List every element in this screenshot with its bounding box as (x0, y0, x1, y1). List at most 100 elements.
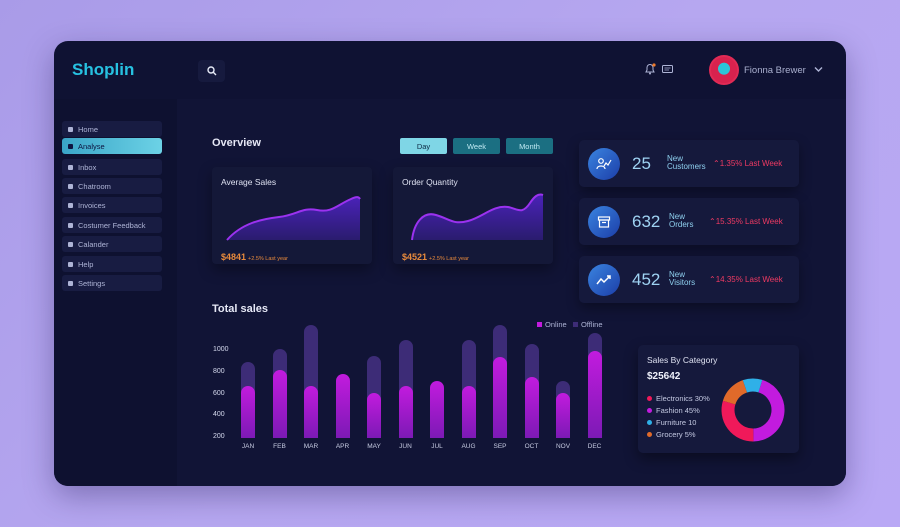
category-item-grocery: Grocery 5% (647, 430, 696, 439)
sidebar-item-help[interactable]: Help (62, 256, 162, 272)
legend-offline: Offline (572, 320, 603, 329)
sidebar (54, 99, 177, 486)
x-tick-label: OCT (524, 443, 539, 450)
x-tick-label: JUN (399, 443, 412, 450)
sidebar-item-feedback[interactable]: Costumer Feedback (62, 217, 162, 233)
stat-value: 632 (632, 212, 661, 231)
orders-box-icon (588, 206, 620, 238)
bar-online[interactable] (398, 385, 413, 438)
category-donut-chart (721, 378, 785, 442)
sparkline-chart (411, 193, 544, 241)
card-title: Average Sales (221, 177, 277, 187)
search-button[interactable] (198, 60, 225, 82)
x-tick-label: DEC (587, 443, 602, 450)
sidebar-item-home[interactable]: Home (62, 121, 162, 137)
order-quantity-card[interactable]: Order Quantity $4521 +2.5% Last year (393, 167, 553, 264)
card-value-number: $4841 (221, 252, 247, 262)
stat-delta-text: 1.35% Last Week (719, 159, 783, 168)
sidebar-item-invoices[interactable]: Invoices (62, 197, 162, 213)
avatar[interactable] (709, 55, 739, 85)
card-delta: +2.5% Last year (429, 256, 469, 262)
category-item-electronics: Electronics 30% (647, 394, 710, 403)
y-tick-label: 1000 (213, 346, 229, 353)
card-title: Order Quantity (402, 177, 458, 187)
notification-bell-icon[interactable] (644, 63, 656, 75)
donut-slice[interactable] (721, 400, 754, 442)
total-sales-title: Total sales (212, 303, 269, 315)
x-tick-label: JAN (241, 443, 255, 450)
chevron-down-icon[interactable] (814, 66, 823, 73)
feedback-icon (68, 222, 73, 228)
help-icon (68, 261, 73, 267)
range-week-button[interactable]: Week (453, 138, 500, 154)
bar-online[interactable] (556, 393, 570, 438)
y-tick-label: 200 (213, 433, 225, 440)
username[interactable]: Fionna Brewer (744, 65, 806, 76)
y-tick-label: 600 (213, 389, 225, 397)
x-tick-label: MAY (367, 443, 381, 450)
y-tick-label: 800 (213, 367, 225, 375)
range-month-button[interactable]: Month (506, 138, 553, 154)
card-delta: +2.5% Last year (248, 256, 288, 262)
sidebar-item-label: Settings (78, 278, 106, 288)
sidebar-item-calendar[interactable]: Calander (62, 236, 162, 252)
inbox-icon (68, 164, 73, 170)
card-value: $4521 +2.5% Last year (402, 252, 469, 262)
sidebar-item-label: Inbox (78, 162, 97, 172)
category-label: Furniture 10 (656, 418, 697, 427)
bar-online[interactable] (587, 350, 602, 438)
donut-slice[interactable] (742, 378, 763, 393)
bar-online[interactable] (524, 376, 539, 438)
category-label: Fashion 45% (656, 406, 700, 415)
range-day-button[interactable]: Day (400, 138, 447, 154)
stat-value: 25 (632, 154, 651, 173)
invoice-icon (68, 202, 73, 208)
card-value: $4841 +2.5% Last year (221, 252, 288, 262)
sidebar-item-label: Invoices (78, 200, 106, 210)
bar-online[interactable] (241, 385, 255, 438)
donut-slice[interactable] (752, 379, 785, 442)
legend-online-label: Online (545, 320, 567, 329)
legend-offline-label: Offline (580, 320, 603, 329)
bar-online[interactable] (335, 373, 350, 438)
stat-delta: ⌃14.35% Last Week (709, 275, 783, 284)
bar-online[interactable] (367, 393, 381, 438)
sidebar-item-analyse[interactable]: Analyse (62, 138, 162, 154)
legend-online: Online (537, 320, 567, 329)
stat-value: 452 (632, 270, 661, 289)
stat-card-customers[interactable]: 25 New Customers ⌃1.35% Last Week (579, 140, 799, 187)
message-icon[interactable] (662, 65, 673, 74)
sparkline-chart (226, 196, 361, 241)
bar-online[interactable] (493, 357, 507, 438)
x-tick-label: APR (335, 443, 350, 450)
x-tick-label: MAR (303, 443, 319, 450)
stat-card-visitors[interactable]: 452 New Visitors ⌃14.35% Last Week (579, 256, 799, 303)
visitors-trend-icon (588, 264, 620, 296)
x-tick-label: NOV (555, 443, 571, 450)
stat-card-orders[interactable]: 632 New Orders ⌃15.35% Last Week (579, 198, 799, 245)
card-value-number: $4521 (402, 252, 428, 262)
x-tick-label: AUG (461, 443, 476, 450)
stat-delta: ⌃1.35% Last Week (713, 159, 783, 168)
bar-online[interactable] (272, 370, 287, 438)
brand-logo[interactable]: Shoplin (72, 60, 135, 79)
sidebar-item-label: Chatroom (78, 181, 111, 191)
search-icon (206, 66, 216, 76)
bar-online[interactable] (430, 381, 444, 438)
sales-by-category-card[interactable]: Sales By Category $25642 Electronics 30%… (638, 345, 799, 453)
sidebar-item-chatroom[interactable]: Chatroom (62, 178, 162, 194)
category-title: Sales By Category (647, 355, 718, 365)
x-tick-label: JUL (431, 443, 443, 450)
bar-online[interactable] (461, 385, 476, 438)
customers-icon (588, 148, 620, 180)
sidebar-item-settings[interactable]: Settings (62, 275, 162, 291)
y-tick-label: 400 (213, 411, 225, 419)
sidebar-item-inbox[interactable]: Inbox (62, 159, 162, 175)
donut-slice[interactable] (722, 380, 748, 405)
bar-online[interactable] (304, 385, 318, 438)
chat-icon (68, 183, 73, 189)
average-sales-card[interactable]: Average Sales $4841 +2.5% Last year (212, 167, 372, 264)
stat-delta-text: 14.35% Last Week (715, 275, 783, 284)
x-tick-label: FEB (273, 443, 286, 450)
category-label: Electronics 30% (656, 394, 710, 403)
